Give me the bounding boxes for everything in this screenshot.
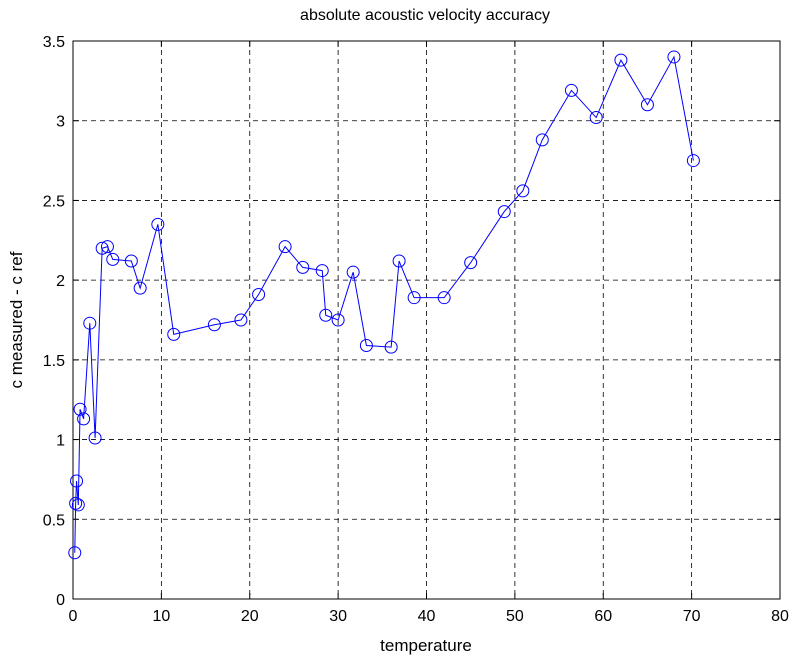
y-tick-label: 0.5 xyxy=(43,512,65,529)
x-tick-label: 10 xyxy=(152,608,170,625)
data-point-marker xyxy=(497,205,511,219)
data-point-marker xyxy=(392,254,406,268)
x-axis-label: temperature xyxy=(380,636,472,655)
data-point-marker xyxy=(384,340,398,354)
data-point-marker xyxy=(88,431,102,445)
x-tick-label: 70 xyxy=(683,608,701,625)
plot-frame xyxy=(72,40,781,600)
x-tick-label: 40 xyxy=(418,608,436,625)
data-point-marker xyxy=(686,154,700,168)
data-point-marker xyxy=(359,339,373,353)
data-point-marker xyxy=(252,287,266,301)
data-point-marker xyxy=(614,53,628,67)
data-point-marker xyxy=(167,327,181,341)
data-point-marker xyxy=(535,133,549,147)
y-tick-label: 3 xyxy=(56,114,65,131)
x-tick-label: 0 xyxy=(69,608,78,625)
data-point-marker xyxy=(296,260,310,274)
series-line xyxy=(74,55,694,553)
y-tick-label: 1 xyxy=(56,433,65,450)
data-point-marker xyxy=(133,281,147,295)
data-point-marker xyxy=(407,291,421,305)
data-point-marker xyxy=(106,252,120,266)
y-tick-label: 1.5 xyxy=(43,353,65,370)
data-point-marker xyxy=(83,316,97,330)
data-point-marker xyxy=(319,308,333,322)
data-point-marker xyxy=(589,111,603,125)
y-tick-label: 3.5 xyxy=(43,34,65,51)
data-point-marker xyxy=(278,240,292,254)
data-point-marker xyxy=(516,184,530,198)
data-point-marker xyxy=(667,50,681,64)
grid xyxy=(73,41,780,599)
data-point-marker xyxy=(207,318,221,332)
data-point-marker xyxy=(68,546,82,560)
data-point-marker xyxy=(640,98,654,112)
series-layer xyxy=(68,50,700,560)
x-tick-label: 60 xyxy=(594,608,612,625)
data-point-marker xyxy=(346,265,360,279)
chart-title: absolute acoustic velocity accuracy xyxy=(300,7,550,24)
data-point-marker xyxy=(71,498,85,512)
data-point-marker xyxy=(124,254,138,268)
y-tick-label: 2.5 xyxy=(43,193,65,210)
data-point-marker xyxy=(437,291,451,305)
data-point-marker xyxy=(73,402,87,416)
y-tick-label: 0 xyxy=(56,592,65,609)
data-point-marker xyxy=(77,412,91,426)
x-tick-label: 80 xyxy=(771,608,789,625)
data-point-marker xyxy=(331,313,345,327)
data-point-marker xyxy=(234,313,248,327)
data-point-marker xyxy=(151,217,165,231)
data-point-marker xyxy=(464,256,478,270)
y-axis-label: c measured - c ref xyxy=(7,251,26,388)
data-point-marker xyxy=(69,496,83,510)
x-tick-label: 50 xyxy=(506,608,524,625)
data-point-marker xyxy=(315,264,329,278)
data-point-marker xyxy=(564,83,578,97)
y-tick-label: 2 xyxy=(56,273,65,290)
x-tick-label: 20 xyxy=(241,608,259,625)
data-point-marker xyxy=(70,474,84,488)
x-tick-label: 30 xyxy=(329,608,347,625)
data-point-marker xyxy=(95,241,109,255)
data-point-marker xyxy=(100,240,114,254)
ticks: 0 10 20 30 40 50 60 70 80 0 0.5 1 1.5 2 2.5 3 3.5 xyxy=(43,34,789,625)
